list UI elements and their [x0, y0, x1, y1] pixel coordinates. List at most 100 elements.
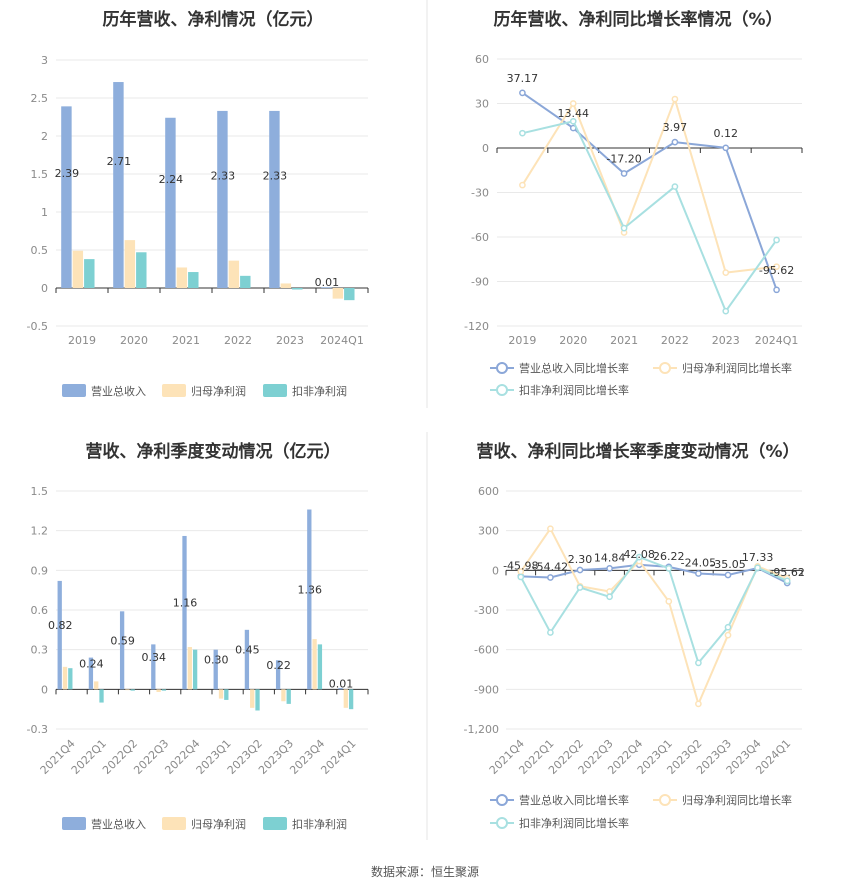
chart-panel-1: 历年营收、净利情况（亿元） 3 2.5 2 1.5 1 0.5 0 -0.5 2019 2020 20…	[27, 9, 369, 398]
bar-net-profit	[218, 689, 224, 699]
y-tick-label: -30	[471, 187, 489, 200]
x-tick-label: 2024Q1	[755, 334, 799, 347]
y-tick-label: -90	[471, 276, 489, 289]
line-point	[671, 138, 679, 146]
bar-net-profit	[228, 260, 240, 288]
legend-label: 营业总收入	[91, 817, 146, 831]
bar-revenue	[307, 509, 312, 690]
x-tick-label: 2020	[559, 334, 587, 347]
line-point	[519, 89, 526, 97]
y-tick-label: -1,200	[464, 723, 499, 736]
bar-revenue	[113, 82, 124, 288]
bar-deducted-profit	[136, 252, 147, 288]
bar-deducted-profit	[68, 668, 73, 690]
y-tick-label: 0	[492, 564, 499, 577]
series-line-2	[519, 526, 788, 707]
line-point	[722, 307, 730, 315]
data-label: 0.01	[315, 276, 340, 289]
y-tick-label: -300	[474, 604, 499, 617]
x-tick-label: 2022	[661, 334, 689, 347]
x-tick-label: 2023	[276, 334, 304, 347]
line-point	[547, 629, 554, 636]
y-tick-label: 0	[41, 683, 48, 696]
bar-deducted-profit	[292, 288, 303, 290]
y-tick-label: 600	[478, 485, 499, 498]
bar-deducted-profit	[188, 272, 199, 288]
bar-deducted-profit	[344, 288, 355, 301]
y-tick-label: 0	[41, 282, 48, 295]
data-label: -45.98	[503, 559, 538, 572]
line-point	[695, 659, 702, 667]
series-line-1	[520, 563, 788, 584]
bar-deducted-profit	[192, 649, 198, 690]
data-label: 0.82	[48, 619, 73, 632]
legend-label: 归母净利润同比增长率	[682, 793, 792, 807]
legend-swatch	[162, 817, 186, 830]
bar-net-profit	[250, 689, 255, 708]
bar-deducted-profit	[161, 689, 167, 691]
bar-net-profit	[125, 689, 130, 691]
legend-label: 营业总收入	[91, 384, 146, 398]
y-tick-label: -60	[471, 231, 489, 244]
data-label: 3.97	[663, 121, 688, 134]
legend-marker	[659, 362, 671, 374]
data-label: 2.71	[107, 155, 132, 168]
data-label: -17.20	[606, 153, 641, 166]
bar-deducted-profit	[317, 644, 323, 690]
y-tick-label: 0.9	[31, 564, 49, 577]
line-point	[519, 129, 526, 137]
line-point	[569, 117, 577, 125]
data-label: 2.33	[263, 169, 288, 182]
bar-deducted-profit	[224, 689, 229, 700]
data-label: -24.05	[681, 557, 716, 570]
bar-revenue	[88, 657, 94, 690]
legend-marker	[659, 794, 671, 806]
line-point	[635, 553, 643, 561]
y-tick-label: 60	[475, 53, 489, 66]
bar-deducted-profit	[348, 689, 354, 710]
line-point	[722, 269, 730, 276]
legend-label: 归母净利润	[191, 817, 246, 831]
data-label: -54.42	[533, 561, 568, 574]
data-label: -95.62	[759, 264, 794, 277]
data-label: 0.01	[329, 677, 354, 690]
legend-label: 扣非净利润同比增长率	[519, 383, 629, 397]
line-point	[547, 525, 554, 533]
line-point	[695, 570, 702, 577]
y-tick-label: 300	[478, 525, 499, 538]
line-point	[547, 574, 554, 581]
bar-deducted-profit	[286, 689, 291, 704]
data-label: 37.17	[507, 72, 539, 85]
data-label: 0.24	[79, 657, 104, 670]
y-tick-label: 0.3	[31, 644, 49, 657]
x-tick-label: 2019	[508, 334, 536, 347]
data-label: 0.22	[266, 659, 291, 672]
bar-revenue	[57, 580, 62, 690]
data-label: 0.34	[142, 651, 167, 664]
legend-label: 归母净利润同比增长率	[682, 361, 792, 375]
legend-swatch	[162, 384, 186, 397]
bar-deducted-profit	[84, 259, 95, 288]
data-label: 42.08	[623, 548, 655, 561]
chart-panel-4: 营收、净利同比增长率季度变动情况（%） 600 300 0 -300 -600 -900 -1…	[464, 441, 805, 830]
data-label: 17.33	[742, 551, 774, 564]
line-point	[576, 584, 584, 591]
bar-net-profit	[280, 283, 292, 288]
line-point	[569, 100, 577, 107]
series-line-3	[519, 555, 788, 665]
line-point	[576, 566, 584, 574]
y-tick-label: -900	[474, 683, 499, 696]
legend-label: 扣非净利润同比增长率	[519, 816, 629, 830]
legend-label: 扣非净利润	[292, 817, 347, 831]
y-tick-label: -120	[464, 320, 489, 333]
bar-net-profit	[187, 647, 192, 690]
legend-marker	[496, 384, 508, 396]
x-tick-label: 2021	[610, 334, 638, 347]
bar-revenue	[165, 117, 176, 288]
data-label: 2.39	[55, 167, 80, 180]
line-point	[620, 170, 628, 177]
legend-label: 归母净利润	[191, 384, 246, 398]
data-label: 26.22	[653, 550, 685, 563]
x-tick-label: 2024Q1	[318, 737, 358, 777]
legend-label: 扣非净利润	[292, 384, 347, 398]
